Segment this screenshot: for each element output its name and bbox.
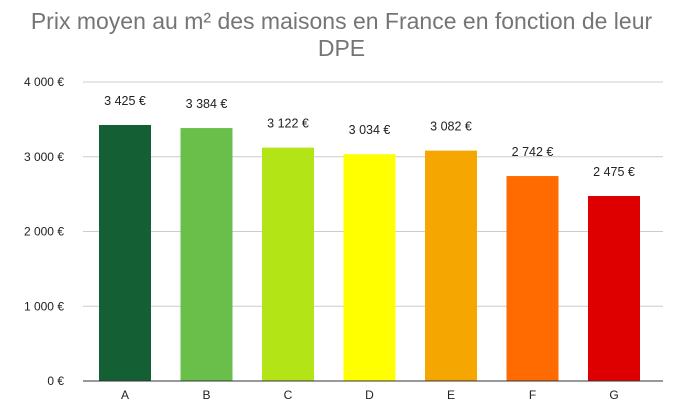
data-label-c: 3 122 € [267,117,309,131]
bar-b [180,128,233,381]
x-tick-label: E [447,388,455,402]
x-tick-label: A [121,388,129,402]
bars: 3 425 € 3 384 € 3 122 € 3 034 € 3 082 € 2 742… [99,94,640,381]
chart-title: Prix moyen au m² des maisons en France e… [0,8,683,62]
data-label-e: 3 082 € [430,120,472,134]
y-tick-label: 1 000 € [24,299,64,313]
y-tick-label: 4 000 € [24,75,64,89]
x-axis: A B C D E F G [83,380,663,402]
data-label-b: 3 384 € [186,97,228,111]
bar-a [99,124,151,381]
y-tick-label: 2 000 € [24,225,64,239]
data-label-g: 2 475 € [593,165,635,179]
data-label-a: 3 425 € [104,94,146,108]
y-tick-label: 3 000 € [24,150,64,164]
x-tick-label: D [365,388,374,402]
y-axis: 0 € 1 000 € 2 000 € 3 000 € 4 000 € [24,75,64,388]
bar-c [262,147,314,381]
chart-title-line-1: Prix moyen au m² des maisons en France e… [30,8,653,34]
bar-e [425,150,477,381]
chart-title-line-2: DPE [317,35,366,61]
bar-g [588,195,640,381]
data-label-d: 3 034 € [349,123,391,137]
bar-f [506,176,559,381]
bar-d [343,154,396,381]
x-tick-label: G [609,388,618,402]
x-tick-label: B [202,388,210,402]
y-tick-label: 0 € [47,374,64,388]
data-label-f: 2 742 € [512,145,554,159]
x-tick-label: C [284,388,293,402]
x-tick-label: F [529,388,536,402]
